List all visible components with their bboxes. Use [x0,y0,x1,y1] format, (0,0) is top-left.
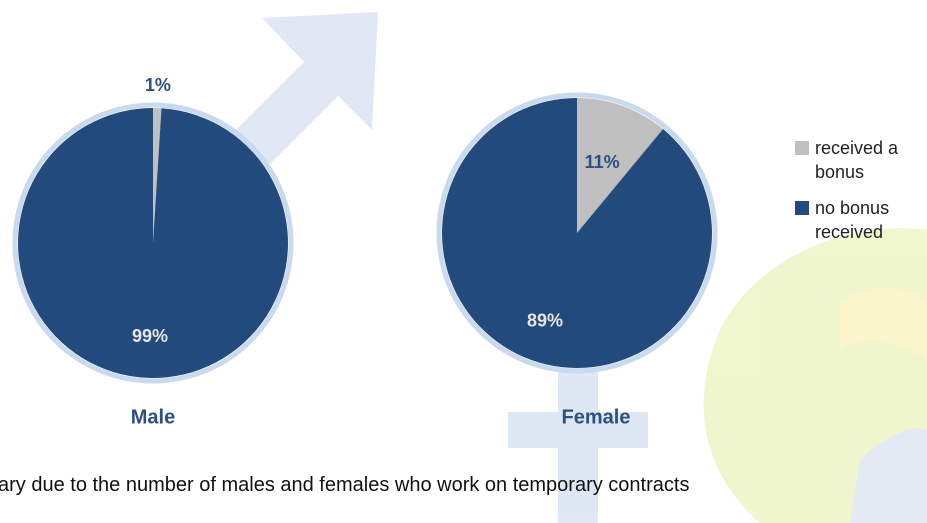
legend-label: received a bonus [815,136,927,184]
legend-item: no bonus received [795,196,927,244]
pie-slice [442,98,712,368]
legend-item: received a bonus [795,136,927,184]
legend-label: no bonus received [815,196,927,244]
legend: received a bonus no bonus received [795,136,927,256]
pie-title: Female [562,406,631,428]
body-text: ary due to the number of males and femal… [0,474,689,497]
chart: 1% 99% Male 11% 89% Female [0,0,927,523]
data-label: 89% [527,311,563,331]
pie-title: Male [131,406,175,428]
page: {"chart_data": {"type": "pie", "categori… [0,0,927,523]
data-label: 11% [585,152,620,172]
legend-swatch [795,201,809,215]
data-label: 99% [132,326,168,346]
legend-swatch [795,141,809,155]
data-label: 1% [145,75,171,95]
